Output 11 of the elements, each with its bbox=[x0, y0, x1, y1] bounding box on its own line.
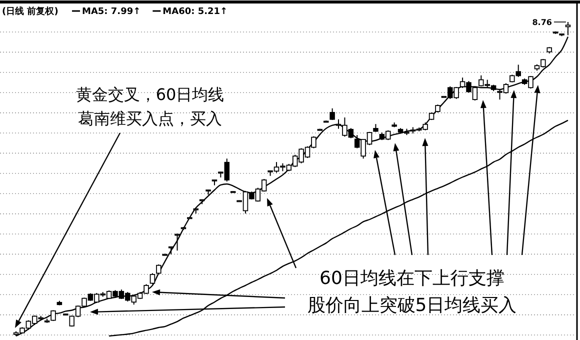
candlestick bbox=[156, 264, 162, 274]
legend-label: MA60: 5.21↑ bbox=[162, 7, 228, 17]
annotation: 60日均线在下上行支撑 bbox=[320, 268, 504, 289]
candlestick bbox=[150, 272, 156, 285]
annotation: 8.76 bbox=[532, 18, 552, 27]
annotation: 黄金交叉，60日均线 bbox=[76, 85, 224, 104]
candlestick bbox=[330, 108, 335, 120]
chart-title: (日线 前复权) bbox=[2, 6, 58, 17]
legend-label: MA5: 7.99↑ bbox=[82, 7, 141, 17]
annotation: 股价向上突破5日均线买入 bbox=[307, 295, 517, 316]
annotation: 葛南维买入点，买入 bbox=[78, 109, 222, 128]
